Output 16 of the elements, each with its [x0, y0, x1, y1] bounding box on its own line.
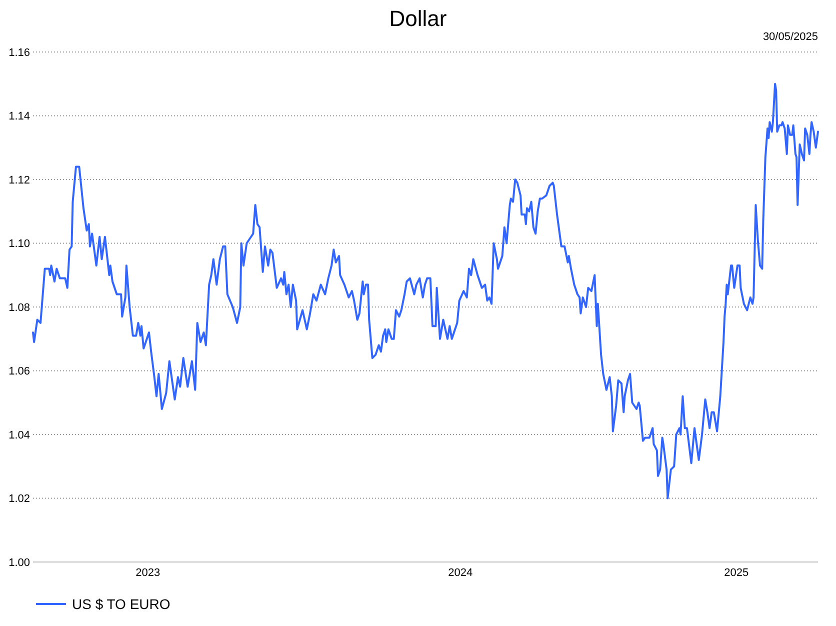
- line-series: [32, 82, 819, 500]
- y-tick-label: 1.00: [8, 556, 30, 569]
- chart-title: Dollar: [389, 6, 447, 31]
- x-tick-label: 2023: [136, 567, 160, 579]
- x-tick-label: 2024: [448, 567, 473, 579]
- y-tick-label: 1.10: [8, 238, 30, 250]
- y-tick-label: 1.02: [8, 493, 30, 506]
- legend-label: US $ TO EURO: [72, 596, 170, 612]
- y-tick-label: 1.12: [8, 174, 30, 186]
- x-tick-label: 2025: [724, 567, 749, 579]
- text: 30/05/2025: [762, 31, 818, 43]
- y-tick-label: 1.06: [8, 366, 30, 378]
- y-tick-label: 1.08: [8, 302, 30, 314]
- y-tick-label: 1.04: [8, 429, 30, 442]
- y-tick-label: 1.14: [8, 110, 30, 123]
- y-tick-label: 1.16: [8, 46, 30, 59]
